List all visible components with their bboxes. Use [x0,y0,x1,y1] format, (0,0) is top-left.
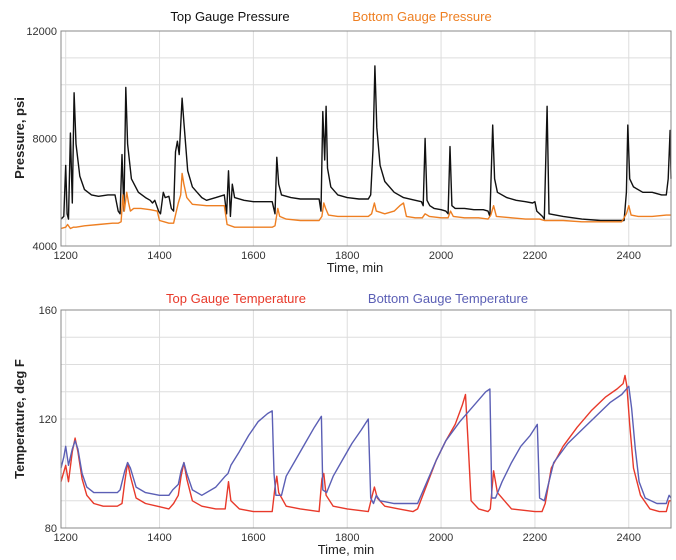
temperature-y-axis-label: Temperature, deg F [12,359,27,479]
series-line-bottom-gauge-temperature [60,385,672,505]
x-tick-label: 1600 [241,532,265,544]
x-tick-label: 2000 [429,532,453,544]
x-tick-label: 1800 [335,532,359,544]
x-tick-label: 2000 [429,250,453,262]
x-tick-label: 1200 [53,250,77,262]
y-tick-label: 160 [39,305,57,317]
pressure-y-axis-label: Pressure, psi [12,97,27,179]
temperature-x-axis-label: Time, min [318,542,375,557]
temperature-plot-frame [60,309,672,529]
pressure-series-lines [60,65,672,230]
temperature-legend-bottom-gauge: Bottom Gauge Temperature [368,291,528,306]
y-tick-label: 4000 [33,241,57,253]
x-tick-label: 1800 [335,250,359,262]
temperature-series-lines [60,374,672,513]
temperature-tick-labels: 1200 1400 1600 1800 2000 2200 2400 80 120 160 [39,305,641,544]
series-line-top-gauge-temperature [60,374,671,513]
x-tick-label: 2400 [617,250,641,262]
temperature-legend-top-gauge: Top Gauge Temperature [166,291,306,306]
x-tick-label: 2200 [523,250,547,262]
pressure-plot-frame [60,30,672,247]
y-tick-label: 8000 [33,134,57,146]
x-tick-label: 1400 [147,532,171,544]
series-line-top-gauge-pressure [60,65,672,222]
y-tick-label: 12000 [26,26,57,38]
x-tick-label: 1200 [53,532,77,544]
y-tick-label: 120 [39,414,57,426]
temperature-panel: 1200 1400 1600 1800 2000 2200 2400 80 120 160 Top… [12,291,672,557]
pressure-tick-labels: 1200 1400 1600 1800 2000 2200 2400 4000 8000 1200… [26,26,641,262]
x-tick-label: 1400 [147,250,171,262]
x-tick-label: 2400 [617,532,641,544]
temperature-gridlines [61,310,671,528]
pressure-gridlines [61,31,671,246]
x-tick-label: 1600 [241,250,265,262]
pressure-x-axis-label: Time, min [327,260,384,275]
x-tick-label: 2200 [523,532,547,544]
pressure-panel: 1200 1400 1600 1800 2000 2200 2400 4000 8000 1200… [12,9,672,275]
y-tick-label: 80 [45,523,57,535]
series-line-bottom-gauge-pressure [60,172,671,230]
pressure-legend-top-gauge: Top Gauge Pressure [170,9,289,24]
pressure-legend-bottom-gauge: Bottom Gauge Pressure [352,9,491,24]
